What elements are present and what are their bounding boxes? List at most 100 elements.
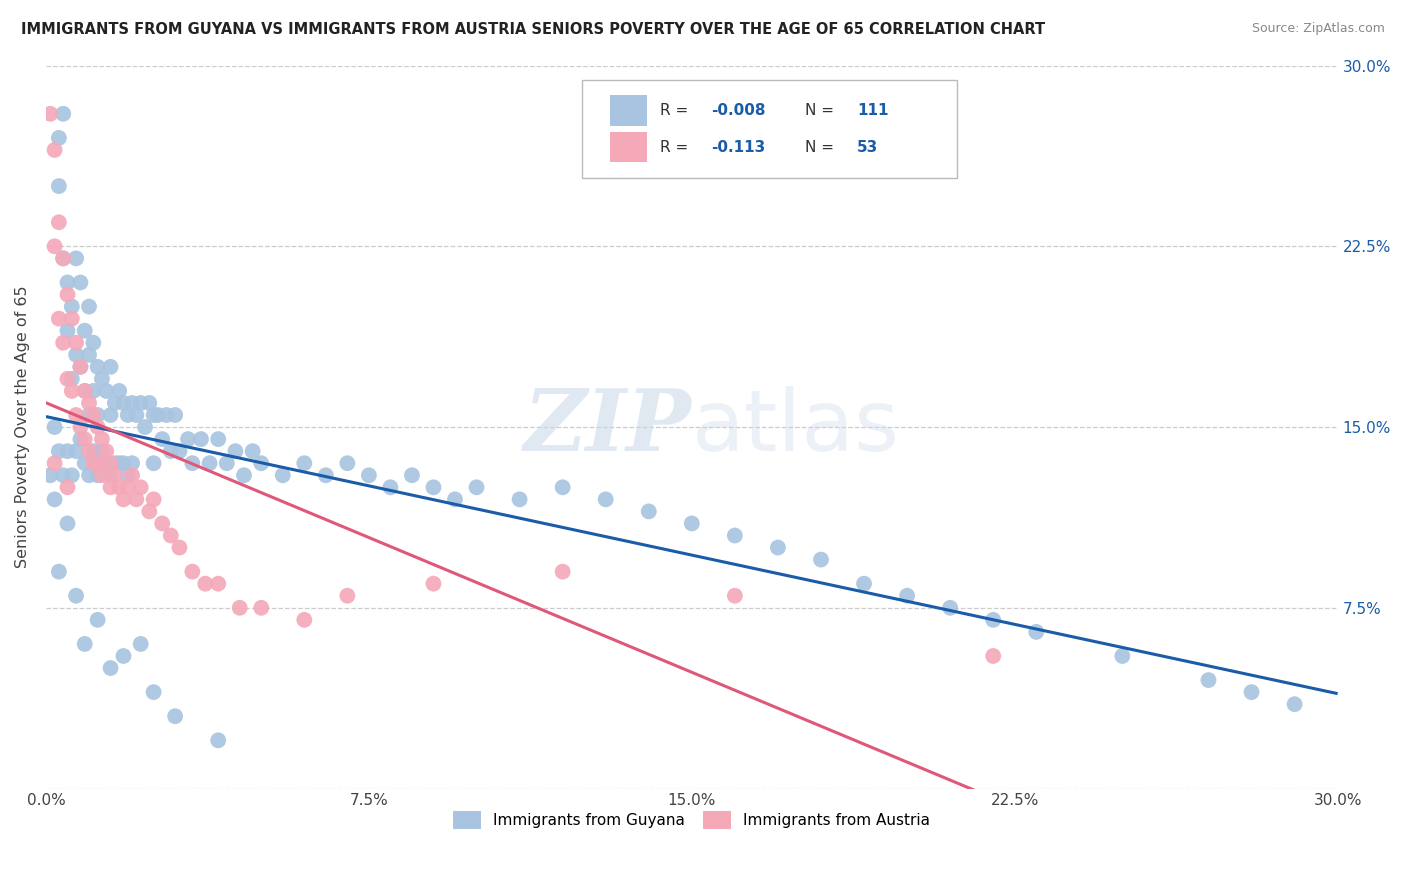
FancyBboxPatch shape	[582, 80, 956, 178]
Point	[207, 432, 229, 446]
Point	[810, 552, 832, 566]
Point	[91, 468, 114, 483]
Point	[250, 456, 273, 470]
Point	[112, 456, 135, 470]
Point	[160, 528, 183, 542]
Point	[207, 576, 229, 591]
Point	[724, 589, 747, 603]
Point	[48, 444, 70, 458]
Point	[724, 528, 747, 542]
Point	[595, 492, 617, 507]
Point	[939, 600, 962, 615]
Bar	[610, 95, 647, 126]
Point	[86, 613, 108, 627]
Point	[134, 420, 156, 434]
Point	[422, 576, 444, 591]
Point	[165, 408, 187, 422]
Point	[44, 456, 66, 470]
Point	[104, 396, 127, 410]
Point	[121, 468, 143, 483]
Point	[1111, 648, 1133, 663]
Point	[48, 311, 70, 326]
Text: atlas: atlas	[692, 385, 900, 468]
Point	[1240, 685, 1263, 699]
Point	[44, 492, 66, 507]
Point	[444, 492, 467, 507]
Text: -0.113: -0.113	[711, 140, 765, 154]
Text: IMMIGRANTS FROM GUYANA VS IMMIGRANTS FROM AUSTRIA SENIORS POVERTY OVER THE AGE O: IMMIGRANTS FROM GUYANA VS IMMIGRANTS FRO…	[21, 22, 1045, 37]
Point	[60, 300, 83, 314]
Point	[181, 456, 204, 470]
Point	[86, 456, 108, 470]
Point	[65, 252, 87, 266]
Point	[190, 432, 212, 446]
Point	[44, 239, 66, 253]
Point	[56, 516, 79, 531]
Point	[69, 359, 91, 374]
Point	[150, 432, 173, 446]
Point	[117, 468, 139, 483]
Point	[129, 637, 152, 651]
Point	[117, 408, 139, 422]
Point	[150, 516, 173, 531]
Point	[73, 384, 96, 398]
Point	[142, 685, 165, 699]
Point	[60, 384, 83, 398]
Point	[125, 408, 148, 422]
Point	[138, 396, 160, 410]
Point	[401, 468, 423, 483]
Point	[69, 420, 91, 434]
Point	[56, 287, 79, 301]
Point	[48, 565, 70, 579]
Point	[142, 456, 165, 470]
Point	[77, 468, 100, 483]
Point	[100, 480, 122, 494]
Legend: Immigrants from Guyana, Immigrants from Austria: Immigrants from Guyana, Immigrants from …	[447, 805, 936, 835]
Point	[169, 444, 191, 458]
Point	[108, 456, 131, 470]
Text: N =: N =	[806, 140, 839, 154]
Point	[82, 456, 104, 470]
Point	[125, 492, 148, 507]
Point	[336, 456, 359, 470]
Point	[100, 468, 122, 483]
Point	[52, 107, 75, 121]
Point	[39, 468, 62, 483]
Text: -0.008: -0.008	[711, 103, 766, 118]
Point	[1025, 624, 1047, 639]
Point	[129, 480, 152, 494]
Point	[681, 516, 703, 531]
Point	[509, 492, 531, 507]
Point	[228, 600, 250, 615]
Point	[52, 468, 75, 483]
Point	[44, 420, 66, 434]
Point	[96, 384, 118, 398]
Point	[44, 143, 66, 157]
Text: R =: R =	[659, 103, 693, 118]
Point	[86, 468, 108, 483]
Point	[194, 576, 217, 591]
Point	[56, 276, 79, 290]
Point	[112, 396, 135, 410]
Point	[96, 444, 118, 458]
Point	[77, 408, 100, 422]
Point	[551, 480, 574, 494]
Point	[142, 408, 165, 422]
Point	[160, 444, 183, 458]
Point	[100, 661, 122, 675]
Point	[86, 408, 108, 422]
Point	[52, 252, 75, 266]
Point	[336, 589, 359, 603]
Text: 53: 53	[858, 140, 879, 154]
Point	[422, 480, 444, 494]
Point	[56, 372, 79, 386]
Point	[82, 444, 104, 458]
Y-axis label: Seniors Poverty Over the Age of 65: Seniors Poverty Over the Age of 65	[15, 285, 30, 568]
Point	[82, 408, 104, 422]
Point	[981, 613, 1004, 627]
Point	[82, 384, 104, 398]
Point	[224, 444, 246, 458]
Point	[52, 335, 75, 350]
Point	[48, 215, 70, 229]
Point	[177, 432, 200, 446]
